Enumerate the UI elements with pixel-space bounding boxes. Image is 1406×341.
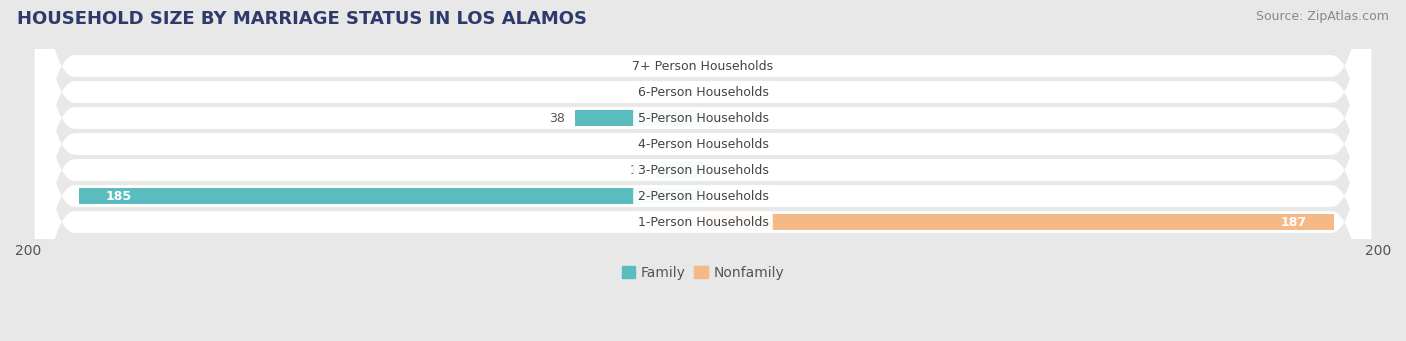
Text: 5-Person Households: 5-Person Households (637, 112, 769, 124)
FancyBboxPatch shape (35, 0, 1371, 341)
FancyBboxPatch shape (35, 0, 1371, 341)
Text: 38: 38 (548, 112, 565, 124)
Text: HOUSEHOLD SIZE BY MARRIAGE STATUS IN LOS ALAMOS: HOUSEHOLD SIZE BY MARRIAGE STATUS IN LOS… (17, 10, 586, 28)
Text: 187: 187 (1281, 216, 1308, 228)
Text: 0: 0 (713, 190, 721, 203)
Text: 4-Person Households: 4-Person Households (637, 137, 769, 150)
FancyBboxPatch shape (35, 0, 1371, 341)
Text: 0: 0 (685, 60, 693, 73)
Text: 0: 0 (685, 137, 693, 150)
Text: 0: 0 (713, 137, 721, 150)
Text: 0: 0 (713, 60, 721, 73)
FancyBboxPatch shape (35, 0, 1371, 341)
Bar (575, 110, 703, 126)
Legend: Family, Nonfamily: Family, Nonfamily (616, 260, 790, 285)
FancyBboxPatch shape (35, 0, 1371, 341)
Text: 0: 0 (713, 164, 721, 177)
Bar (703, 214, 1334, 230)
Text: 0: 0 (685, 216, 693, 228)
Text: 14: 14 (630, 164, 645, 177)
Text: 7+ Person Households: 7+ Person Households (633, 60, 773, 73)
Text: 3-Person Households: 3-Person Households (637, 164, 769, 177)
FancyBboxPatch shape (35, 0, 1371, 341)
Text: 185: 185 (105, 190, 132, 203)
Text: 2-Person Households: 2-Person Households (637, 190, 769, 203)
Bar (655, 162, 703, 178)
Text: 0: 0 (713, 112, 721, 124)
Text: 0: 0 (713, 86, 721, 99)
Bar (79, 188, 703, 204)
Text: 0: 0 (685, 86, 693, 99)
FancyBboxPatch shape (35, 0, 1371, 341)
Text: 6-Person Households: 6-Person Households (637, 86, 769, 99)
Text: Source: ZipAtlas.com: Source: ZipAtlas.com (1256, 10, 1389, 23)
Text: 1-Person Households: 1-Person Households (637, 216, 769, 228)
